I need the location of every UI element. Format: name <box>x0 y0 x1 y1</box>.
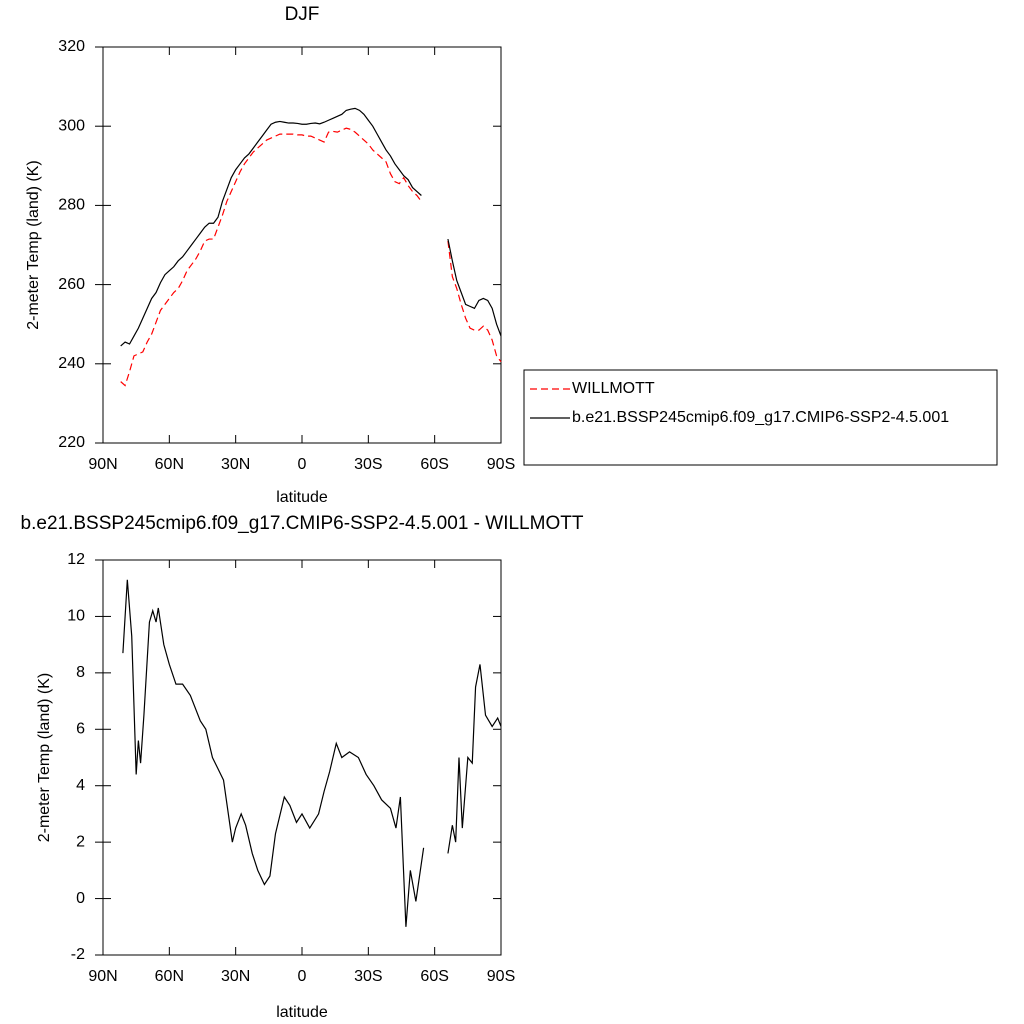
chart-title: DJF <box>285 4 320 25</box>
y-tick-label: 220 <box>58 434 85 451</box>
x-tick-label: 60S <box>420 968 448 985</box>
data-line <box>122 579 502 927</box>
y-tick-label: 240 <box>58 355 85 372</box>
x-tick-label: 90N <box>88 968 117 985</box>
x-tick-label: 60N <box>155 968 184 985</box>
legend-label: b.e21.BSSP245cmip6.f09_g17.CMIP6-SSP2-4.… <box>572 409 949 426</box>
x-tick-label: 90S <box>487 456 515 473</box>
x-tick-label: 0 <box>298 968 307 985</box>
y-tick-label: 280 <box>58 197 85 214</box>
y-axis-label: 2-meter Temp (land) (K) <box>36 673 53 843</box>
x-tick-label: 30N <box>221 456 250 473</box>
y-tick-label: 2 <box>76 833 85 850</box>
y-tick-label: 320 <box>58 38 85 55</box>
x-tick-label: 90S <box>487 968 515 985</box>
legend-box <box>523 369 998 466</box>
data-line <box>120 127 502 387</box>
y-tick-label: -2 <box>71 946 85 963</box>
x-axis-label: latitude <box>276 1004 328 1021</box>
x-tick-label: 30N <box>221 968 250 985</box>
y-tick-label: 300 <box>58 117 85 134</box>
y-tick-label: 0 <box>76 890 85 907</box>
legend-label: WILLMOTT <box>572 380 655 397</box>
y-axis-label: 2-meter Temp (land) (K) <box>25 160 42 330</box>
y-tick-label: 12 <box>67 551 85 568</box>
plot-frame <box>102 46 502 444</box>
chart-title: b.e21.BSSP245cmip6.f09_g17.CMIP6-SSP2-4.… <box>21 513 584 534</box>
x-tick-label: 90N <box>88 456 117 473</box>
x-tick-label: 30S <box>354 456 382 473</box>
data-line <box>120 107 502 347</box>
y-tick-label: 8 <box>76 664 85 681</box>
y-tick-label: 4 <box>76 777 85 794</box>
x-tick-label: 30S <box>354 968 382 985</box>
y-tick-label: 260 <box>58 276 85 293</box>
x-tick-label: 0 <box>298 456 307 473</box>
x-axis-label: latitude <box>276 489 328 506</box>
y-tick-label: 10 <box>67 608 85 625</box>
x-tick-label: 60N <box>155 456 184 473</box>
plot-frame <box>102 559 502 956</box>
x-tick-label: 60S <box>420 456 448 473</box>
y-tick-label: 6 <box>76 721 85 738</box>
